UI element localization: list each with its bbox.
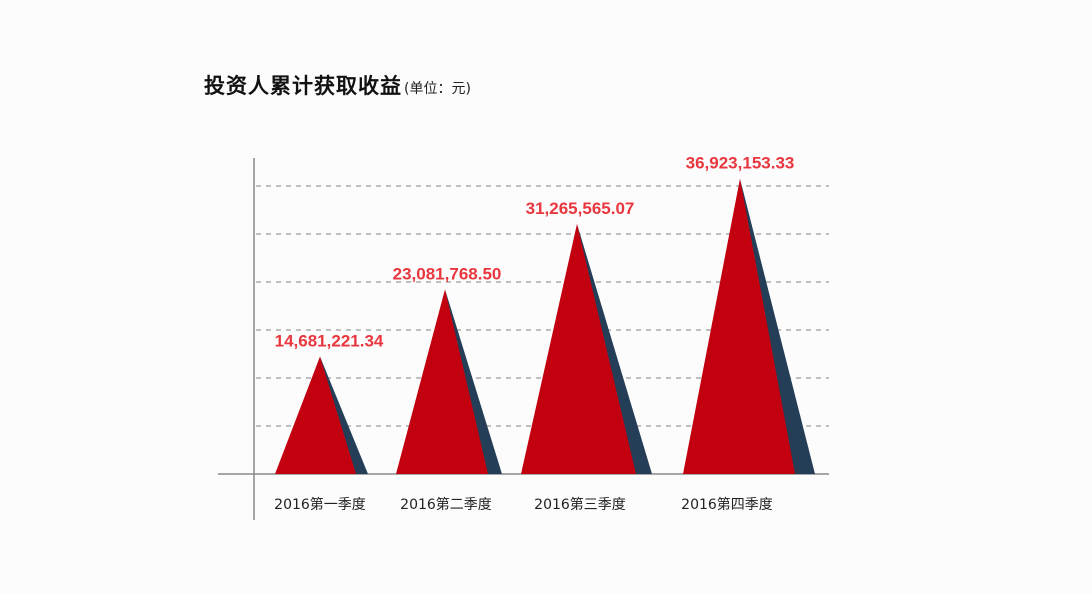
category-label: 2016第一季度 xyxy=(274,496,366,513)
peak-bar xyxy=(521,223,636,474)
category-label: 2016第四季度 xyxy=(681,496,773,513)
value-label: 14,681,221.34 xyxy=(275,332,384,351)
chart-unit-label: (单位：元) xyxy=(404,81,471,97)
value-label: 36,923,153.33 xyxy=(686,154,795,173)
peak-shadow xyxy=(577,223,652,474)
peak-shadow xyxy=(445,289,502,474)
category-label: 2016第三季度 xyxy=(534,496,626,513)
value-label: 31,265,565.07 xyxy=(526,199,635,218)
value-label: 23,081,768.50 xyxy=(393,264,502,283)
peaks-group xyxy=(275,178,815,474)
peak-bar xyxy=(683,178,795,474)
peak-shadow xyxy=(320,356,368,474)
labels-group: 14,681,221.34 2016第一季度 23,081,768.50 2016第二… xyxy=(274,154,794,513)
peak-bar xyxy=(396,289,488,474)
peak-bar xyxy=(275,356,356,474)
chart-title: 投资人累计获取收益 (单位：元) xyxy=(204,70,471,100)
peak-shadow xyxy=(740,178,815,474)
chart-title-text: 投资人累计获取收益 xyxy=(204,74,402,98)
category-label: 2016第二季度 xyxy=(400,496,492,513)
